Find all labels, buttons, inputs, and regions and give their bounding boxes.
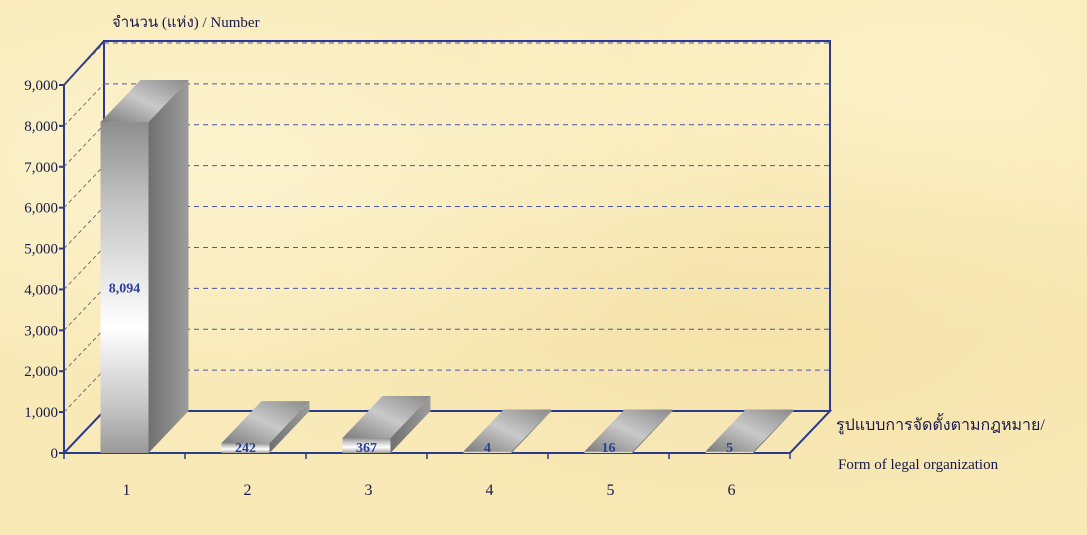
bar-side xyxy=(148,80,189,453)
x-tick-label: 1 xyxy=(123,482,131,499)
bar-front xyxy=(705,451,754,453)
bar-front xyxy=(221,443,270,453)
bar xyxy=(463,409,552,453)
bar-side xyxy=(390,395,431,453)
x-tick-label: 4 xyxy=(486,482,494,499)
bar-front xyxy=(584,451,633,453)
bar-top xyxy=(463,409,552,452)
bar-top xyxy=(584,409,673,452)
bar-side xyxy=(511,409,552,453)
bar xyxy=(584,409,673,453)
bar-top xyxy=(342,395,431,438)
x-tick-label: 2 xyxy=(244,482,252,499)
bar-side xyxy=(269,401,310,453)
data-label: 5 xyxy=(726,441,733,456)
y-axis-ticks: 0 1,000 2,000 3,000 4,000 5,000 6,000 7,000 8,00… xyxy=(24,78,64,462)
gridline-diagonal xyxy=(63,369,105,413)
bar-front xyxy=(342,437,391,453)
bar-front xyxy=(463,451,512,453)
y-tick-label: 5,000 xyxy=(24,242,58,258)
x-axis-title-line1: รูปแบบการจัดตั้งตามกฎหมาย/ xyxy=(836,413,1045,435)
bar xyxy=(100,80,189,453)
data-label: 4 xyxy=(484,441,491,456)
x-tick-label: 6 xyxy=(728,482,736,499)
bar-side xyxy=(632,409,673,453)
gridline-diagonal xyxy=(63,165,105,208)
y-tick-label: 1,000 xyxy=(24,405,58,421)
bar-side xyxy=(753,409,794,453)
y-tick-label: 2,000 xyxy=(24,364,58,380)
bar-front xyxy=(100,122,149,453)
data-label: 8,094 xyxy=(109,282,141,297)
gridline-diagonal xyxy=(63,328,105,372)
bar xyxy=(342,395,431,453)
y-tick-label: 4,000 xyxy=(24,282,58,298)
y-tick-label: 7,000 xyxy=(24,160,58,176)
data-label: 242 xyxy=(235,441,256,456)
data-label: 367 xyxy=(356,441,377,456)
bar-top xyxy=(100,80,189,123)
gridline-diagonal xyxy=(63,247,105,290)
y-tick-label: 0 xyxy=(51,446,59,462)
gridline-diagonal xyxy=(63,288,105,331)
bar-top xyxy=(705,409,794,452)
y-tick-label: 6,000 xyxy=(24,201,58,217)
gridline-diagonal xyxy=(63,206,105,249)
x-tick-label: 5 xyxy=(607,482,615,499)
y-tick-label: 8,000 xyxy=(24,119,58,135)
data-label: 16 xyxy=(602,441,616,456)
x-axis-ticks: 1 2 3 4 5 6 xyxy=(63,453,791,499)
y-tick-label: 3,000 xyxy=(24,323,58,339)
bar xyxy=(705,409,794,453)
y-axis-title: จำนวน (แห่ง) / Number xyxy=(112,14,260,31)
x-tick-label: 3 xyxy=(365,482,373,499)
y-tick-label: 9,000 xyxy=(24,78,58,94)
gridline-diagonal xyxy=(63,83,105,127)
bar xyxy=(221,401,310,453)
x-axis-title-line2: Form of legal organization xyxy=(838,457,999,473)
back-wall xyxy=(103,40,831,411)
bars xyxy=(100,80,794,453)
gridline-diagonal xyxy=(63,42,105,86)
value-labels: 8,094 242 367 4 16 5 xyxy=(109,282,733,456)
bar-top xyxy=(221,401,310,444)
gridlines xyxy=(63,42,830,413)
gridline-diagonal xyxy=(63,124,105,168)
